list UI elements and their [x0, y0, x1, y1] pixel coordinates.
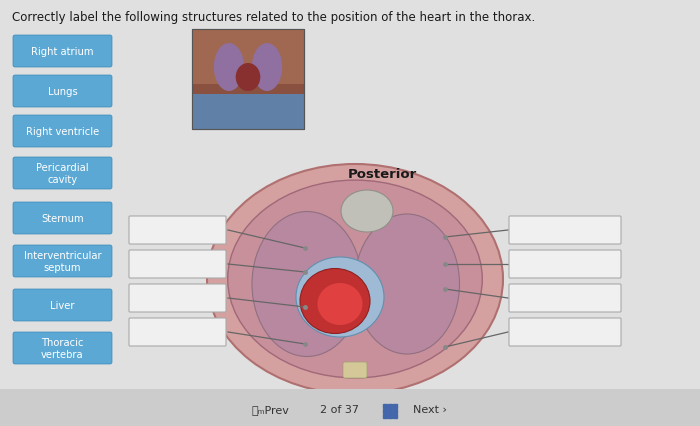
FancyBboxPatch shape [13, 36, 112, 68]
Ellipse shape [252, 44, 282, 92]
Ellipse shape [354, 215, 459, 354]
Text: Pericardial
cavity: Pericardial cavity [36, 163, 89, 184]
Bar [192, 95, 304, 130]
FancyBboxPatch shape [509, 216, 621, 245]
FancyBboxPatch shape [129, 216, 226, 245]
Bar [192, 30, 304, 130]
FancyBboxPatch shape [13, 332, 112, 364]
FancyBboxPatch shape [509, 284, 621, 312]
Ellipse shape [341, 190, 393, 233]
FancyBboxPatch shape [13, 245, 112, 277]
FancyBboxPatch shape [13, 289, 112, 321]
Ellipse shape [300, 269, 370, 334]
Text: 〈ₘPrev: 〈ₘPrev [251, 404, 289, 414]
Ellipse shape [296, 257, 384, 337]
FancyBboxPatch shape [509, 250, 621, 278]
Text: Posterior: Posterior [348, 167, 417, 181]
FancyBboxPatch shape [129, 318, 226, 346]
Bar [192, 30, 304, 130]
FancyBboxPatch shape [13, 76, 112, 108]
Bar [192, 30, 304, 85]
Text: Sternum: Sternum [41, 213, 84, 224]
Bar [0, 389, 700, 426]
Text: Interventricular
septum: Interventricular septum [24, 250, 101, 272]
Ellipse shape [214, 44, 244, 92]
Text: Right ventricle: Right ventricle [26, 127, 99, 137]
Ellipse shape [228, 181, 482, 378]
FancyBboxPatch shape [129, 250, 226, 278]
FancyBboxPatch shape [343, 362, 367, 378]
FancyBboxPatch shape [13, 116, 112, 148]
Text: Correctly label the following structures related to the position of the heart in: Correctly label the following structures… [12, 11, 536, 24]
Text: Lungs: Lungs [48, 87, 78, 97]
Ellipse shape [318, 283, 363, 325]
FancyBboxPatch shape [13, 158, 112, 190]
Text: 2 of 37: 2 of 37 [321, 404, 360, 414]
FancyBboxPatch shape [13, 202, 112, 234]
Ellipse shape [207, 164, 503, 394]
Text: Thoracic
vertebra: Thoracic vertebra [41, 337, 84, 359]
FancyBboxPatch shape [129, 284, 226, 312]
Text: Next ›: Next › [413, 404, 447, 414]
FancyBboxPatch shape [509, 318, 621, 346]
Text: Liver: Liver [50, 300, 75, 310]
Ellipse shape [236, 64, 260, 92]
Ellipse shape [252, 212, 362, 357]
Text: Right atrium: Right atrium [32, 47, 94, 57]
